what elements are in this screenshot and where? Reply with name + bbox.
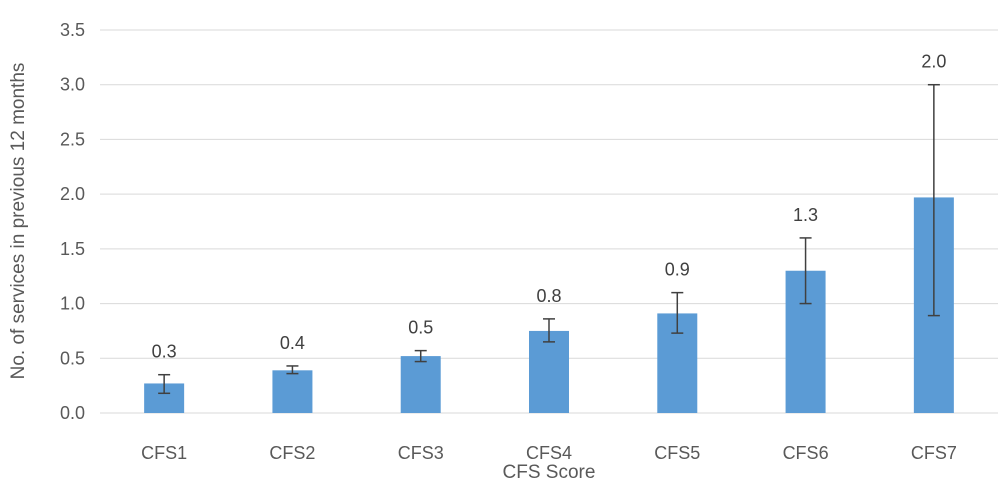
y-tick-label: 3.0 — [60, 75, 85, 95]
x-tick-label: CFS4 — [526, 443, 572, 463]
y-tick-label: 0.0 — [60, 403, 85, 423]
y-axis-ticks: 0.0 0.5 1.0 1.5 2.0 2.5 3.0 3.5 — [60, 20, 85, 423]
x-tick-label: CFS2 — [269, 443, 315, 463]
data-label: 2.0 — [921, 52, 946, 72]
y-tick-label: 1.0 — [60, 294, 85, 314]
bar-cfs4 — [529, 330, 569, 413]
x-tick-label: CFS5 — [654, 443, 700, 463]
y-tick-label: 2.5 — [60, 129, 85, 149]
y-tick-label: 1.5 — [60, 239, 85, 259]
gridlines — [100, 29, 998, 414]
bar-cfs3 — [400, 356, 441, 413]
y-tick-label: 3.5 — [60, 20, 85, 40]
x-axis-title: CFS Score — [503, 462, 596, 483]
x-tick-label: CFS3 — [398, 443, 444, 463]
data-label: 0.8 — [536, 286, 561, 306]
y-tick-label: 2.0 — [60, 184, 85, 204]
x-tick-label: CFS1 — [141, 443, 187, 463]
error-bars — [158, 83, 940, 395]
bars — [144, 197, 954, 413]
bar-cfs2 — [272, 370, 313, 413]
y-tick-label: 0.5 — [60, 348, 85, 368]
data-label: 0.3 — [152, 342, 177, 362]
y-axis-title: No. of services in previous 12 months — [8, 63, 29, 380]
x-tick-label: CFS6 — [783, 443, 829, 463]
data-label: 1.3 — [793, 205, 818, 225]
data-label: 0.9 — [665, 260, 690, 280]
data-labels: 0.3 0.4 0.5 0.8 0.9 1.3 2.0 — [152, 52, 947, 362]
x-tick-label: CFS7 — [911, 443, 957, 463]
x-axis-ticks: CFS1 CFS2 CFS3 CFS4 CFS5 CFS6 CFS7 — [141, 443, 957, 463]
data-label: 0.4 — [280, 333, 305, 353]
data-label: 0.5 — [408, 318, 433, 338]
